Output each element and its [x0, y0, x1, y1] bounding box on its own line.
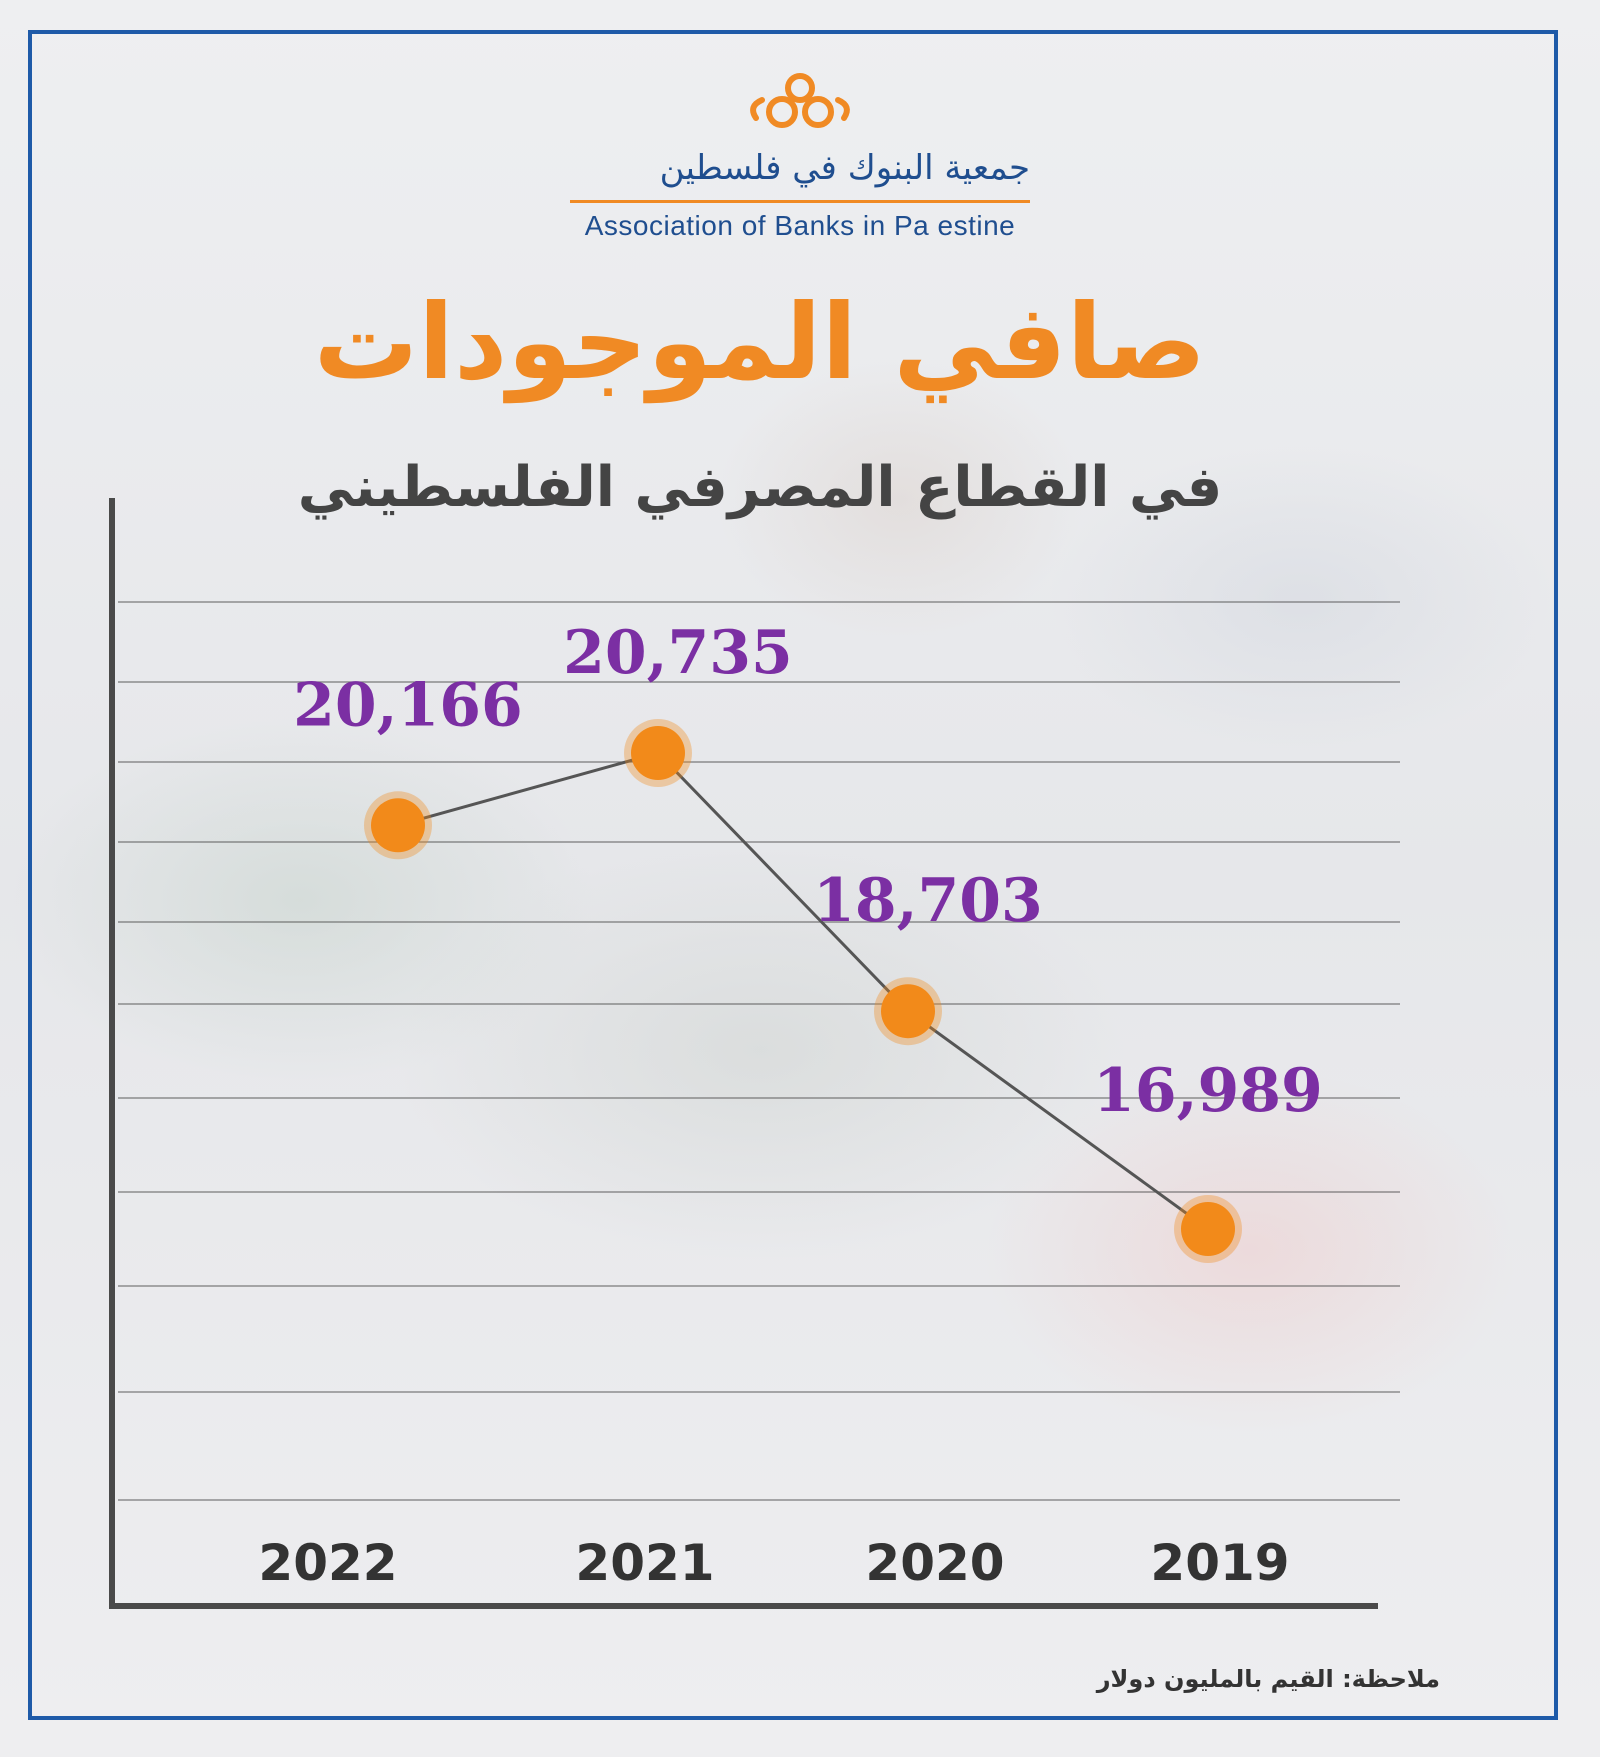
data-label: 16,989: [1093, 1056, 1323, 1126]
x-tick-label: 2020: [865, 1534, 1004, 1592]
data-point: [1181, 1202, 1235, 1256]
x-tick-label: 2021: [575, 1534, 714, 1592]
logo-arabic-name: جمعية البنوك في فلسطين: [659, 148, 1030, 188]
data-point: [371, 798, 425, 853]
data-point: [881, 984, 935, 1039]
chart-subtitle: في القطاع المصرفي الفلسطيني: [297, 455, 1223, 520]
chart-title: صافي الموجودات: [313, 281, 1207, 403]
data-label: 18,703: [813, 866, 1043, 936]
units-note: ملاحظة: القيم بالمليون دولار: [1096, 1665, 1440, 1693]
page-frame: [28, 30, 1558, 1720]
logo: جمعية البنوك في فلسطين Association of Ba…: [560, 60, 1040, 260]
logo-english-name: Association of Banks in Pa estine: [584, 210, 1016, 241]
x-tick-label: 2019: [1150, 1534, 1289, 1592]
logo-divider: [570, 200, 1030, 203]
data-point: [631, 726, 685, 780]
logo-emblem-icon: [750, 73, 850, 128]
series-line: [397, 751, 1209, 1231]
data-label: 20,166: [293, 670, 523, 740]
x-tick-label: 2022: [258, 1534, 397, 1592]
data-label: 20,735: [563, 618, 793, 688]
